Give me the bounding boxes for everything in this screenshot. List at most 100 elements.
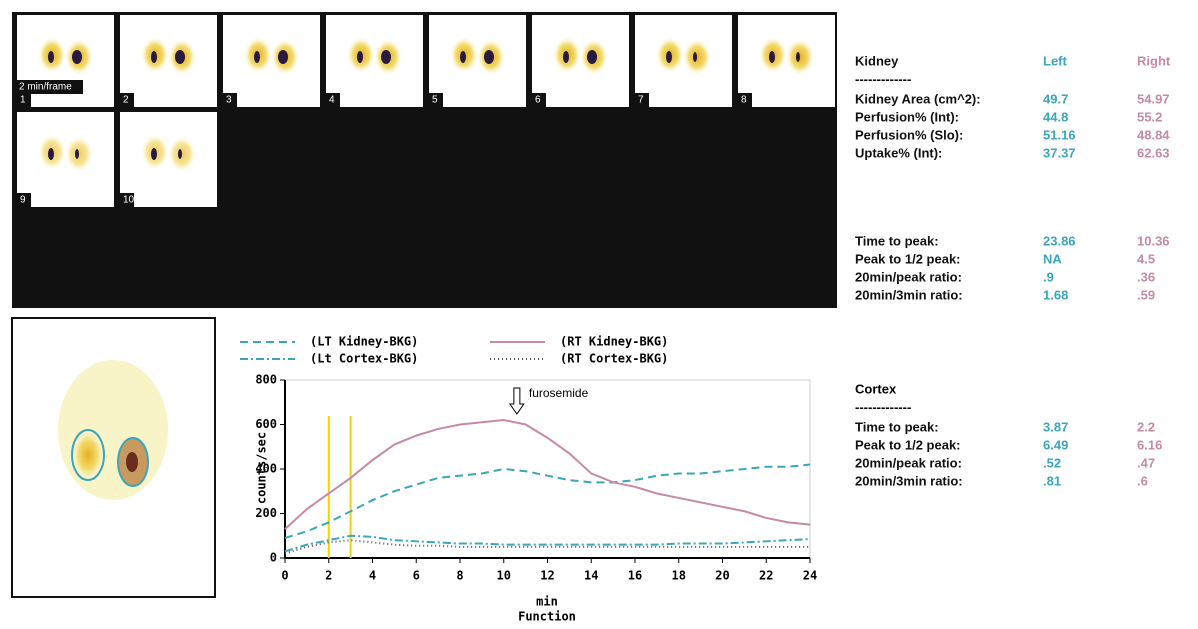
x-tick-label: 2 — [325, 569, 332, 583]
table-value: .59 — [1137, 287, 1155, 302]
frame — [17, 112, 114, 207]
frame-number-bg — [635, 93, 649, 107]
x-tick-label: 14 — [584, 569, 598, 583]
kidney-core — [769, 51, 775, 63]
kidney-core — [693, 52, 697, 62]
table-value: 37.37 — [1043, 145, 1076, 160]
table-label: Kidney Area (cm^2): — [855, 91, 981, 106]
frame-number: 2 — [123, 95, 129, 106]
frame-number: 6 — [535, 95, 541, 106]
table-header: Left — [1043, 53, 1068, 68]
frame-number-bg — [17, 193, 31, 207]
table-value: 49.7 — [1043, 91, 1068, 106]
series-line — [284, 534, 811, 553]
x-tick-label: 18 — [672, 569, 686, 583]
table-value: NA — [1043, 251, 1062, 266]
frame-number: 10 — [123, 195, 135, 206]
table-label: 20min/3min ratio: — [855, 287, 963, 302]
y-tick-label: 400 — [255, 462, 277, 476]
table-header: Right — [1137, 53, 1171, 68]
table-value: .47 — [1137, 455, 1155, 470]
legend-label: (RT Cortex-BKG) — [560, 352, 668, 366]
x-tick-label: 24 — [803, 569, 817, 583]
table-label: Peak to 1/2 peak: — [855, 437, 961, 452]
table-label: 20min/3min ratio: — [855, 473, 963, 488]
kidney-core — [460, 51, 466, 63]
legend-label: (RT Kidney-BKG) — [560, 335, 668, 349]
annotation: furosemide — [529, 386, 589, 400]
y-tick-label: 200 — [255, 506, 277, 520]
frame-rate-bg — [17, 80, 83, 94]
kidney-core — [484, 50, 494, 64]
frame-number: 3 — [226, 95, 232, 106]
kidney-core — [151, 51, 157, 63]
table-value: 54.97 — [1137, 91, 1170, 106]
frame-number-bg — [532, 93, 546, 107]
kidney-core — [48, 148, 54, 160]
roi-background — [58, 360, 168, 500]
x-tick-label: 6 — [413, 569, 420, 583]
x-tick-label: 12 — [540, 569, 554, 583]
series-line — [284, 419, 811, 530]
frame-number: 5 — [432, 95, 438, 106]
y-tick-label: 600 — [255, 417, 277, 431]
frame-number: 4 — [329, 95, 335, 106]
frame-number: 1 — [20, 95, 26, 106]
table-value: 44.8 — [1043, 109, 1068, 124]
table-label: 20min/peak ratio: — [855, 455, 962, 470]
roi-left — [71, 429, 105, 481]
kidney-core — [587, 50, 597, 64]
kidney-core — [175, 50, 185, 64]
plot-frame — [284, 379, 811, 559]
kidney-core — [357, 51, 363, 63]
x-axis-label: min — [536, 595, 558, 609]
y-axis-label: counts/sec — [255, 432, 269, 504]
frames: 1 2 3 4 5 6 7 8 9 10 2 min/frame — [17, 15, 835, 207]
table-header: Kidney — [855, 53, 899, 68]
kidney-core — [278, 50, 288, 64]
kidney-core — [796, 52, 800, 62]
kidney-core — [254, 51, 260, 63]
frame-number: 7 — [638, 95, 644, 106]
table-value: .36 — [1137, 269, 1155, 284]
kidney-core — [75, 149, 79, 159]
separator: ------------- — [855, 71, 911, 86]
table-value: 62.63 — [1137, 145, 1170, 160]
table-value: 2.2 — [1137, 419, 1155, 434]
table-value: 48.84 — [1137, 127, 1170, 142]
table-label: 20min/peak ratio: — [855, 269, 962, 284]
section-title: Cortex — [855, 381, 897, 396]
table-label: Uptake% (Int): — [855, 145, 942, 160]
x-tick-label: 22 — [759, 569, 773, 583]
x-tick-label: 20 — [715, 569, 729, 583]
x-tick-label: 16 — [628, 569, 642, 583]
kidney-core — [563, 51, 569, 63]
frame-number-bg — [223, 93, 237, 107]
frame — [120, 112, 217, 207]
annotation-arrow — [508, 387, 525, 415]
table-value: .9 — [1043, 269, 1054, 284]
frame-number-bg — [429, 93, 443, 107]
table-value: 51.16 — [1043, 127, 1076, 142]
kidney-core — [666, 51, 672, 63]
caption: Function — [518, 610, 576, 624]
frame-number: 9 — [20, 195, 26, 206]
frame-number-bg — [17, 93, 31, 107]
table-label: Time to peak: — [855, 419, 939, 434]
table-value: .81 — [1043, 473, 1061, 488]
roi-right-core — [126, 452, 138, 472]
table-value: 1.68 — [1043, 287, 1068, 302]
kidney-core — [72, 50, 82, 64]
kidney-core — [151, 148, 157, 160]
table-value: 10.36 — [1137, 233, 1170, 248]
table-label: Peak to 1/2 peak: — [855, 251, 961, 266]
frame-number-bg — [120, 93, 134, 107]
table-label: Time to peak: — [855, 233, 939, 248]
table-value: .6 — [1137, 473, 1148, 488]
frame-number-bg — [738, 93, 752, 107]
table-value: 55.2 — [1137, 109, 1162, 124]
kidney-core — [48, 51, 54, 63]
x-tick-label: 0 — [281, 569, 288, 583]
